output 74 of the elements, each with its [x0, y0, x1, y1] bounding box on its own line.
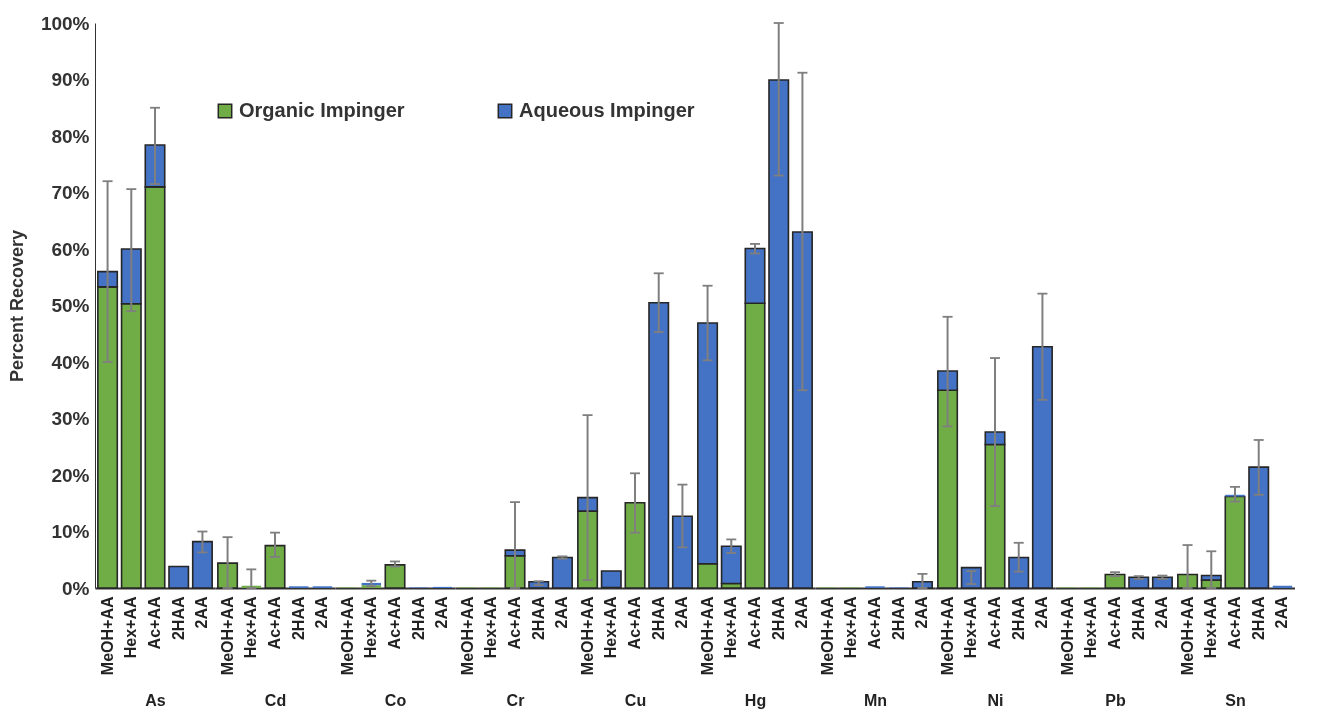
x-tick-label: Hex+AA — [242, 596, 260, 659]
x-tick-label: Ac+AA — [626, 596, 643, 650]
x-tick-label: MeOH+AA — [698, 596, 716, 676]
y-tick-label: 60% — [51, 238, 90, 260]
x-tick-label: Hex+AA — [482, 596, 500, 659]
x-tick-label: MeOH+AA — [338, 596, 356, 676]
x-tick-label: 2HAA — [289, 596, 307, 641]
x-tick-label: Hex+AA — [722, 596, 740, 659]
x-tick-label: Ac+AA — [506, 596, 523, 650]
x-tick-label: MeOH+AA — [818, 596, 836, 676]
x-axis-title: Co — [384, 692, 407, 710]
y-tick-label: 80% — [51, 125, 90, 147]
x-tick-label: 2HAA — [769, 596, 787, 641]
x-tick-label: Hex+AA — [362, 596, 380, 659]
x-tick-label: 2AA — [673, 596, 691, 629]
x-tick-label: 2HAA — [889, 596, 907, 641]
x-tick-label: Ac+AA — [266, 596, 283, 650]
x-tick-label: 2AA — [1153, 596, 1171, 629]
x-axis-title: Pb — [1105, 692, 1126, 710]
x-tick-label: Ac+AA — [986, 596, 1003, 650]
x-tick-label: Hex+AA — [602, 596, 620, 659]
y-tick-label: 50% — [51, 295, 90, 316]
x-axis-title: Mn — [863, 692, 888, 710]
y-tick-label: 10% — [51, 521, 90, 542]
y-tick-label: 40% — [51, 351, 90, 373]
x-tick-label: 2HAA — [649, 596, 667, 641]
x-axis-title: Ni — [987, 692, 1004, 710]
x-tick-label: 2HAA — [169, 596, 187, 641]
x-axis-title: Sn — [1225, 692, 1246, 710]
y-tick-label: 0% — [62, 577, 90, 599]
x-axis-title: Hg — [744, 692, 767, 710]
x-axis-title: Cu — [624, 692, 647, 710]
x-tick-label: 2AA — [1273, 596, 1291, 629]
x-tick-label: 2AA — [793, 596, 811, 629]
x-tick-label: Hex+AA — [842, 596, 860, 659]
x-tick-label: 2HAA — [529, 596, 547, 641]
x-tick-label: Ac+AA — [866, 596, 883, 650]
x-tick-label: 2AA — [1033, 596, 1051, 629]
x-tick-label: 2HAA — [409, 596, 427, 641]
x-tick-label: Ac+AA — [1106, 596, 1123, 650]
y-tick-label: 90% — [51, 69, 90, 90]
y-axis-title: Percent Recovery — [6, 229, 27, 383]
y-tick-label: 30% — [51, 408, 90, 429]
x-tick-label: 2AA — [313, 596, 331, 629]
y-tick-label: 20% — [51, 464, 90, 486]
x-tick-label: 2HAA — [1249, 596, 1267, 641]
y-tick-label: 70% — [51, 182, 90, 203]
x-tick-label: Hex+AA — [962, 596, 980, 659]
x-tick-label: 2AA — [553, 596, 571, 629]
x-tick-label: MeOH+AA — [578, 596, 596, 676]
x-tick-label: 2AA — [913, 596, 931, 629]
x-tick-label: MeOH+AA — [218, 596, 236, 676]
x-tick-label: MeOH+AA — [98, 596, 116, 676]
x-tick-label: Hex+AA — [122, 596, 140, 659]
x-axis-title: Cd — [264, 692, 287, 710]
x-tick-label: Ac+AA — [146, 596, 163, 650]
x-tick-label: 2AA — [433, 596, 451, 629]
legend-label: Aqueous Impinger — [519, 99, 695, 121]
x-tick-label: 2HAA — [1129, 596, 1147, 641]
x-tick-label: 2AA — [193, 596, 211, 629]
x-tick-label: MeOH+AA — [1058, 596, 1076, 676]
x-tick-label: Hex+AA — [1202, 596, 1220, 659]
x-tick-label: MeOH+AA — [458, 596, 476, 676]
x-tick-label: Ac+AA — [746, 596, 763, 650]
x-tick-label: Ac+AA — [1226, 596, 1243, 650]
x-tick-label: Hex+AA — [1082, 596, 1100, 659]
x-tick-label: Ac+AA — [386, 596, 403, 650]
legend-label: Organic Impinger — [239, 99, 405, 121]
x-axis-title: As — [145, 692, 166, 710]
x-tick-label: MeOH+AA — [938, 596, 956, 676]
x-tick-label: 2HAA — [1009, 596, 1027, 641]
y-tick-label: 100% — [40, 12, 90, 34]
x-axis-title: Cr — [506, 692, 525, 710]
x-tick-label: MeOH+AA — [1178, 596, 1196, 676]
